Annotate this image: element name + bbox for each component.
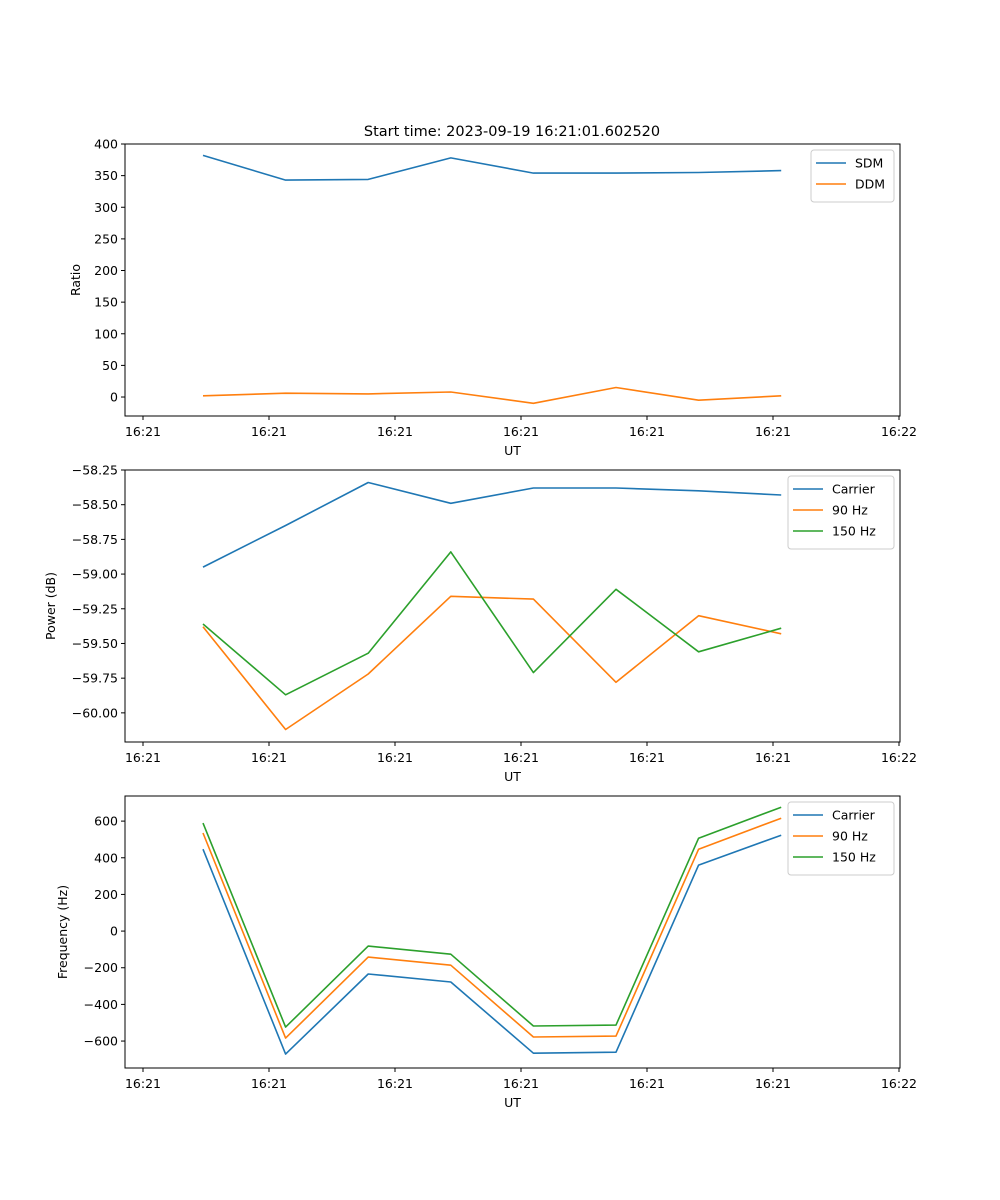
y-tick-label: −59.50 — [72, 636, 118, 651]
y-tick-label: 50 — [102, 358, 118, 373]
x-tick-label: 16:21 — [377, 750, 413, 765]
panel-3: −600 −400 −200 0 200 400 600 16:21 16:21 16:21 16:… — [55, 795, 917, 1110]
legend-label: SDM — [855, 156, 883, 171]
legend: SDM DDM — [810, 149, 895, 203]
legend-label: 150 Hz — [832, 524, 876, 539]
x-tick-label: 16:22 — [881, 750, 917, 765]
series-line-sdm — [202, 154, 782, 181]
x-tick-label: 16:21 — [503, 750, 539, 765]
x-tick-label: 16:21 — [377, 1076, 413, 1091]
y-tick-label: −59.25 — [72, 601, 118, 616]
y-tick-label: −58.75 — [72, 532, 118, 547]
y-tick-label: 150 — [94, 295, 118, 310]
legend: Carrier 90 Hz 150 Hz — [787, 801, 895, 876]
y-tick-label: −58.50 — [72, 497, 118, 512]
x-tick-label: 16:21 — [755, 424, 791, 439]
panel-2: −60.00 −59.75 −59.50 −59.25 −59.00 −58.75 −58.… — [43, 463, 917, 785]
y-tick-label: 400 — [94, 137, 118, 152]
series-line-150-hz — [202, 806, 782, 1028]
series-line-90-hz — [202, 595, 782, 731]
axes-frame — [124, 469, 901, 743]
figure-title: Start time: 2023-09-19 16:21:01.602520 — [364, 124, 660, 140]
axes-frame — [124, 143, 901, 417]
y-tick-label: −59.75 — [72, 671, 118, 686]
series-line-90-hz — [202, 817, 782, 1039]
y-tick-label: −200 — [84, 960, 118, 975]
x-tick-label: 16:21 — [377, 424, 413, 439]
y-tick-label: −60.00 — [72, 705, 118, 720]
legend: Carrier 90 Hz 150 Hz — [787, 475, 895, 550]
panel-1: 0 50 100 150 200 250 300 350 400 16:21 16:21 16:21 1… — [68, 137, 917, 459]
x-tick-label: 16:21 — [125, 424, 161, 439]
y-tick-label: −400 — [84, 997, 118, 1012]
y-tick-label: 350 — [94, 168, 118, 183]
x-tick-label: 16:21 — [755, 1076, 791, 1091]
y-tick-label: 200 — [94, 887, 118, 902]
y-axis-label: Frequency (Hz) — [55, 885, 70, 979]
y-tick-label: 200 — [94, 263, 118, 278]
x-tick-label: 16:21 — [251, 1076, 287, 1091]
x-tick-label: 16:21 — [125, 1076, 161, 1091]
x-tick-label: 16:22 — [881, 424, 917, 439]
x-tick-label: 16:21 — [629, 424, 665, 439]
legend-label: Carrier — [832, 482, 876, 497]
x-tick-label: 16:21 — [755, 750, 791, 765]
y-tick-label: 100 — [94, 326, 118, 341]
y-tick-label: 0 — [110, 390, 118, 405]
x-tick-label: 16:21 — [503, 1076, 539, 1091]
x-tick-label: 16:21 — [125, 750, 161, 765]
y-axis-label: Power (dB) — [43, 572, 58, 640]
y-tick-label: 400 — [94, 850, 118, 865]
y-tick-label: 600 — [94, 814, 118, 829]
legend-label: DDM — [855, 177, 885, 192]
x-tick-label: 16:21 — [629, 1076, 665, 1091]
y-tick-label: −600 — [84, 1034, 118, 1049]
y-tick-label: −59.00 — [72, 567, 118, 582]
legend-label: 90 Hz — [832, 829, 868, 844]
legend-label: 90 Hz — [832, 503, 868, 518]
axes-frame — [124, 795, 901, 1069]
y-axis-label: Ratio — [68, 264, 83, 296]
x-tick-label: 16:22 — [881, 1076, 917, 1091]
legend-label: 150 Hz — [832, 850, 876, 865]
series-line-carrier — [202, 834, 782, 1055]
x-tick-label: 16:21 — [503, 424, 539, 439]
y-tick-label: 0 — [110, 924, 118, 939]
x-tick-label: 16:21 — [251, 424, 287, 439]
series-line-carrier — [202, 481, 782, 568]
series-line-ddm — [202, 386, 782, 405]
x-axis-label: UT — [504, 443, 521, 458]
x-axis-label: UT — [504, 769, 521, 784]
x-axis-label: UT — [504, 1095, 521, 1110]
y-tick-label: −58.25 — [72, 463, 118, 478]
x-tick-label: 16:21 — [629, 750, 665, 765]
y-tick-label: 250 — [94, 231, 118, 246]
series-line-150-hz — [202, 551, 782, 696]
legend-label: Carrier — [832, 808, 876, 823]
y-tick-label: 300 — [94, 200, 118, 215]
x-tick-label: 16:21 — [251, 750, 287, 765]
